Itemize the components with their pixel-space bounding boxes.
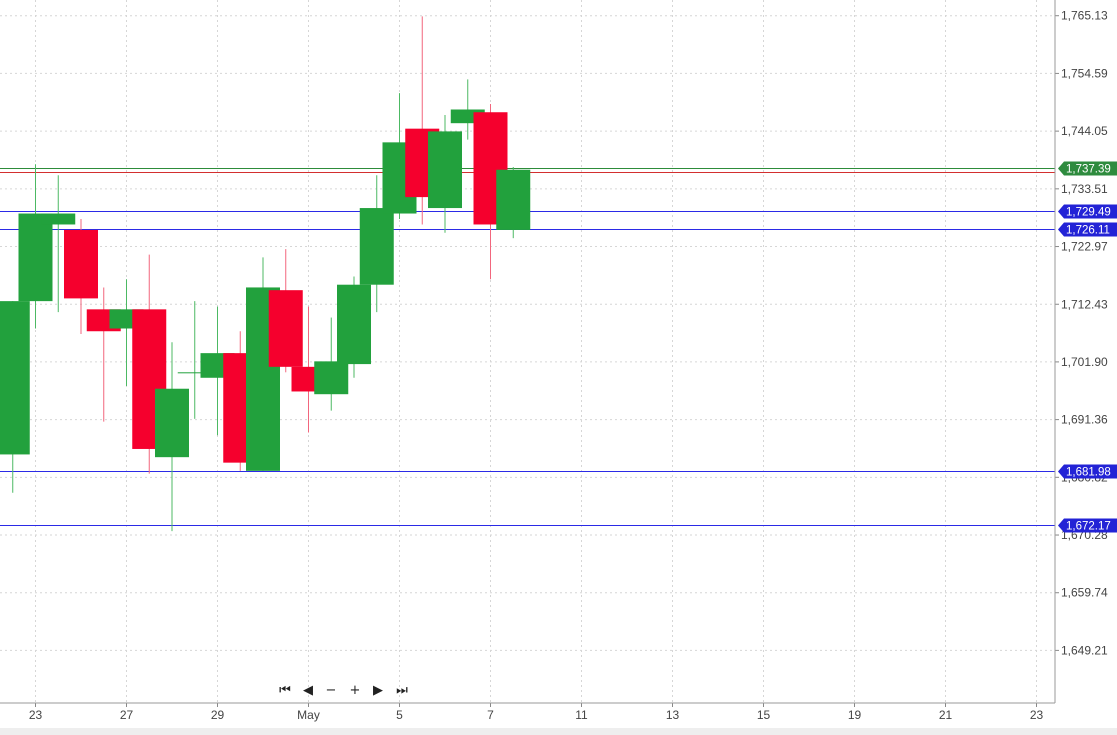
candle-body-up: [155, 388, 189, 458]
x-tick-label: 5: [396, 708, 403, 722]
x-tick-label: 21: [939, 708, 953, 722]
x-tick-label: May: [297, 708, 320, 722]
nav-prev-icon: ◀: [303, 683, 313, 698]
y-tick-label: 1,691.36: [1061, 413, 1108, 427]
price-tag-label: 1,672.17: [1066, 521, 1111, 533]
nav-next-button[interactable]: ▶: [369, 680, 387, 698]
price-tag-label: 1,737.39: [1066, 164, 1111, 176]
x-tick-label: 29: [211, 708, 225, 722]
nav-first-icon: ⏮: [279, 683, 291, 698]
candle-body-up: [177, 372, 212, 374]
price-tag-label: 1,726.11: [1066, 225, 1110, 237]
zoom-out-button[interactable]: −: [322, 680, 340, 698]
y-tick-label: 1,765.13: [1061, 9, 1108, 23]
x-tick-label: 13: [666, 708, 680, 722]
y-tick-label: 1,659.74: [1061, 586, 1108, 600]
x-tick-label: 11: [575, 708, 588, 722]
candles: [0, 16, 531, 532]
y-tick-label: 1,722.97: [1061, 240, 1108, 254]
candle-body-up: [337, 284, 371, 365]
nav-next-icon: ▶: [373, 683, 383, 698]
candle-body-up: [18, 213, 53, 302]
chart-navigation[interactable]: ⏮ ◀ − + ▶ ⏭: [276, 680, 411, 698]
zoom-in-button[interactable]: +: [346, 680, 364, 698]
price-tag: [1058, 222, 1117, 237]
candle-body-up: [496, 169, 531, 230]
candle-body-down: [268, 290, 303, 367]
x-tick-label: 27: [120, 708, 134, 722]
price-tag: [1058, 464, 1117, 479]
candle-body-down: [64, 229, 98, 299]
x-tick-label: 15: [757, 708, 771, 722]
candle-body-up: [0, 301, 30, 455]
bottom-strip: [0, 728, 1117, 735]
y-tick-label: 1,733.51: [1061, 182, 1108, 196]
candle-body-up: [41, 213, 76, 225]
candle-body-up: [359, 208, 394, 285]
y-tick-label: 1,744.05: [1061, 124, 1108, 138]
nav-prev-button[interactable]: ◀: [299, 680, 317, 698]
nav-last-icon: ⏭: [396, 683, 408, 698]
y-tick-label: 1,754.59: [1061, 66, 1108, 80]
price-tag: [1058, 518, 1117, 533]
y-tick-label: 1,649.21: [1061, 643, 1108, 657]
y-tick-label: 1,701.90: [1061, 355, 1108, 369]
price-tag-label: 1,729.49: [1066, 207, 1111, 219]
zoom-out-icon: −: [326, 683, 337, 698]
price-labels: 1,737.39 1,729.49 1,726.11 1,681.98 1,672.17: [1058, 161, 1117, 533]
price-tag-label: 1,681.98: [1066, 467, 1111, 479]
x-tick-label: 7: [487, 708, 494, 722]
nav-first-button[interactable]: ⏮: [276, 680, 294, 698]
x-tick-label: 23: [1030, 708, 1044, 722]
nav-last-button[interactable]: ⏭: [393, 680, 411, 698]
x-tick-label: 23: [29, 708, 43, 722]
price-tag: [1058, 204, 1117, 219]
candle-body-up: [314, 361, 349, 395]
candle-body-up: [428, 131, 462, 209]
x-tick-label: 19: [848, 708, 862, 722]
price-tag: [1058, 161, 1117, 176]
y-tick-label: 1,712.43: [1061, 297, 1108, 311]
zoom-in-icon: +: [350, 683, 361, 698]
